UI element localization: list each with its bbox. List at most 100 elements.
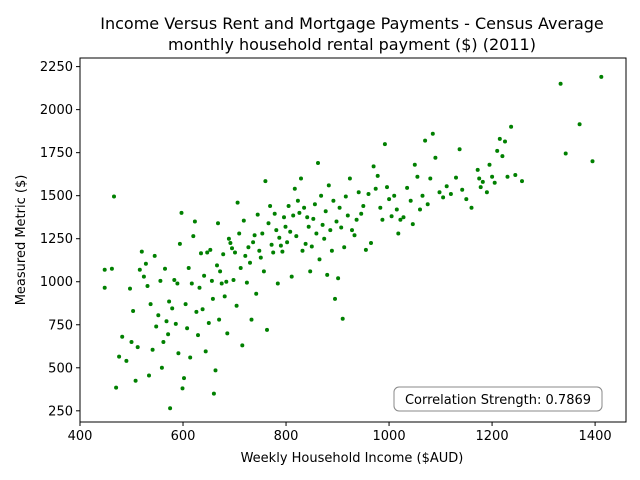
data-point: [329, 248, 334, 253]
y-tick-label: 1750: [40, 146, 73, 161]
data-point: [363, 247, 368, 252]
data-point: [180, 386, 185, 391]
data-point: [235, 200, 240, 205]
data-point: [202, 273, 207, 278]
data-point: [340, 316, 345, 321]
data-point: [398, 217, 403, 222]
data-point: [277, 235, 282, 240]
data-point: [299, 176, 303, 181]
data-point: [170, 306, 175, 311]
data-point: [274, 228, 279, 233]
data-point: [394, 207, 399, 212]
data-point: [189, 281, 194, 286]
data-point: [503, 139, 507, 144]
data-point: [225, 331, 230, 336]
data-point: [294, 234, 299, 239]
data-point: [161, 340, 166, 344]
data-point: [356, 190, 361, 195]
y-tick-label: 1000: [40, 275, 73, 290]
data-point: [333, 296, 337, 301]
data-point: [359, 211, 364, 216]
data-point: [154, 324, 159, 329]
data-point: [275, 281, 280, 286]
y-tick-label: 2000: [40, 103, 73, 118]
y-tick-label: 1250: [40, 232, 73, 247]
data-point: [221, 252, 226, 257]
data-point: [328, 228, 333, 233]
data-point: [306, 224, 311, 229]
data-point: [182, 376, 186, 381]
data-point: [563, 151, 568, 156]
data-point: [188, 355, 193, 360]
data-point: [361, 204, 366, 208]
data-point: [490, 174, 495, 179]
x-axis-label: Weekly Household Income ($AUD): [241, 451, 464, 466]
data-point: [469, 205, 474, 210]
data-point: [265, 327, 269, 332]
data-point: [175, 281, 180, 286]
data-point: [210, 296, 215, 301]
data-point: [420, 193, 425, 198]
data-point: [206, 321, 211, 325]
data-point: [316, 161, 320, 165]
data-point: [224, 279, 229, 284]
data-point: [460, 187, 465, 192]
data-point: [295, 198, 300, 203]
data-point: [323, 209, 328, 214]
data-point: [249, 317, 254, 322]
data-point: [288, 229, 293, 234]
data-point: [230, 246, 234, 251]
data-point: [234, 303, 239, 308]
data-point: [382, 142, 387, 147]
data-point: [433, 155, 438, 160]
data-point: [109, 266, 114, 271]
data-point: [454, 175, 458, 180]
data-point: [396, 231, 401, 236]
y-tick-label: 500: [48, 361, 73, 376]
data-point: [345, 213, 350, 218]
data-point: [147, 373, 151, 378]
data-point: [331, 198, 336, 203]
data-point: [196, 333, 200, 338]
data-point: [137, 267, 142, 272]
data-point: [336, 276, 341, 281]
data-point: [244, 280, 249, 285]
data-point: [266, 221, 271, 226]
data-point: [152, 253, 157, 258]
data-point: [248, 260, 252, 265]
data-point: [322, 236, 327, 241]
data-point: [441, 195, 446, 200]
data-point: [261, 269, 266, 274]
data-point: [303, 241, 308, 246]
data-point: [215, 263, 219, 268]
data-point: [263, 179, 268, 184]
data-point: [350, 228, 354, 233]
data-point: [309, 244, 314, 249]
y-tick-label: 750: [48, 318, 73, 333]
data-point: [308, 269, 313, 274]
data-point: [354, 217, 359, 222]
data-point: [272, 211, 277, 216]
data-point: [117, 354, 122, 359]
data-point: [300, 248, 305, 253]
data-point: [200, 307, 205, 312]
data-point: [243, 253, 248, 258]
data-point: [231, 278, 236, 282]
data-point: [203, 349, 208, 354]
data-point: [305, 215, 310, 220]
annotation-text: Correlation Strength: 0.7869: [405, 393, 591, 408]
data-point: [120, 334, 125, 339]
data-point: [167, 299, 172, 304]
data-point: [314, 231, 319, 236]
data-point: [415, 174, 420, 179]
x-tick-label: 800: [274, 429, 299, 444]
data-point: [326, 183, 331, 188]
data-point: [143, 261, 148, 266]
data-point: [233, 250, 237, 255]
data-point: [401, 215, 406, 220]
data-point: [213, 368, 218, 373]
data-point: [520, 179, 524, 184]
data-point: [280, 249, 285, 254]
data-point: [513, 173, 518, 177]
